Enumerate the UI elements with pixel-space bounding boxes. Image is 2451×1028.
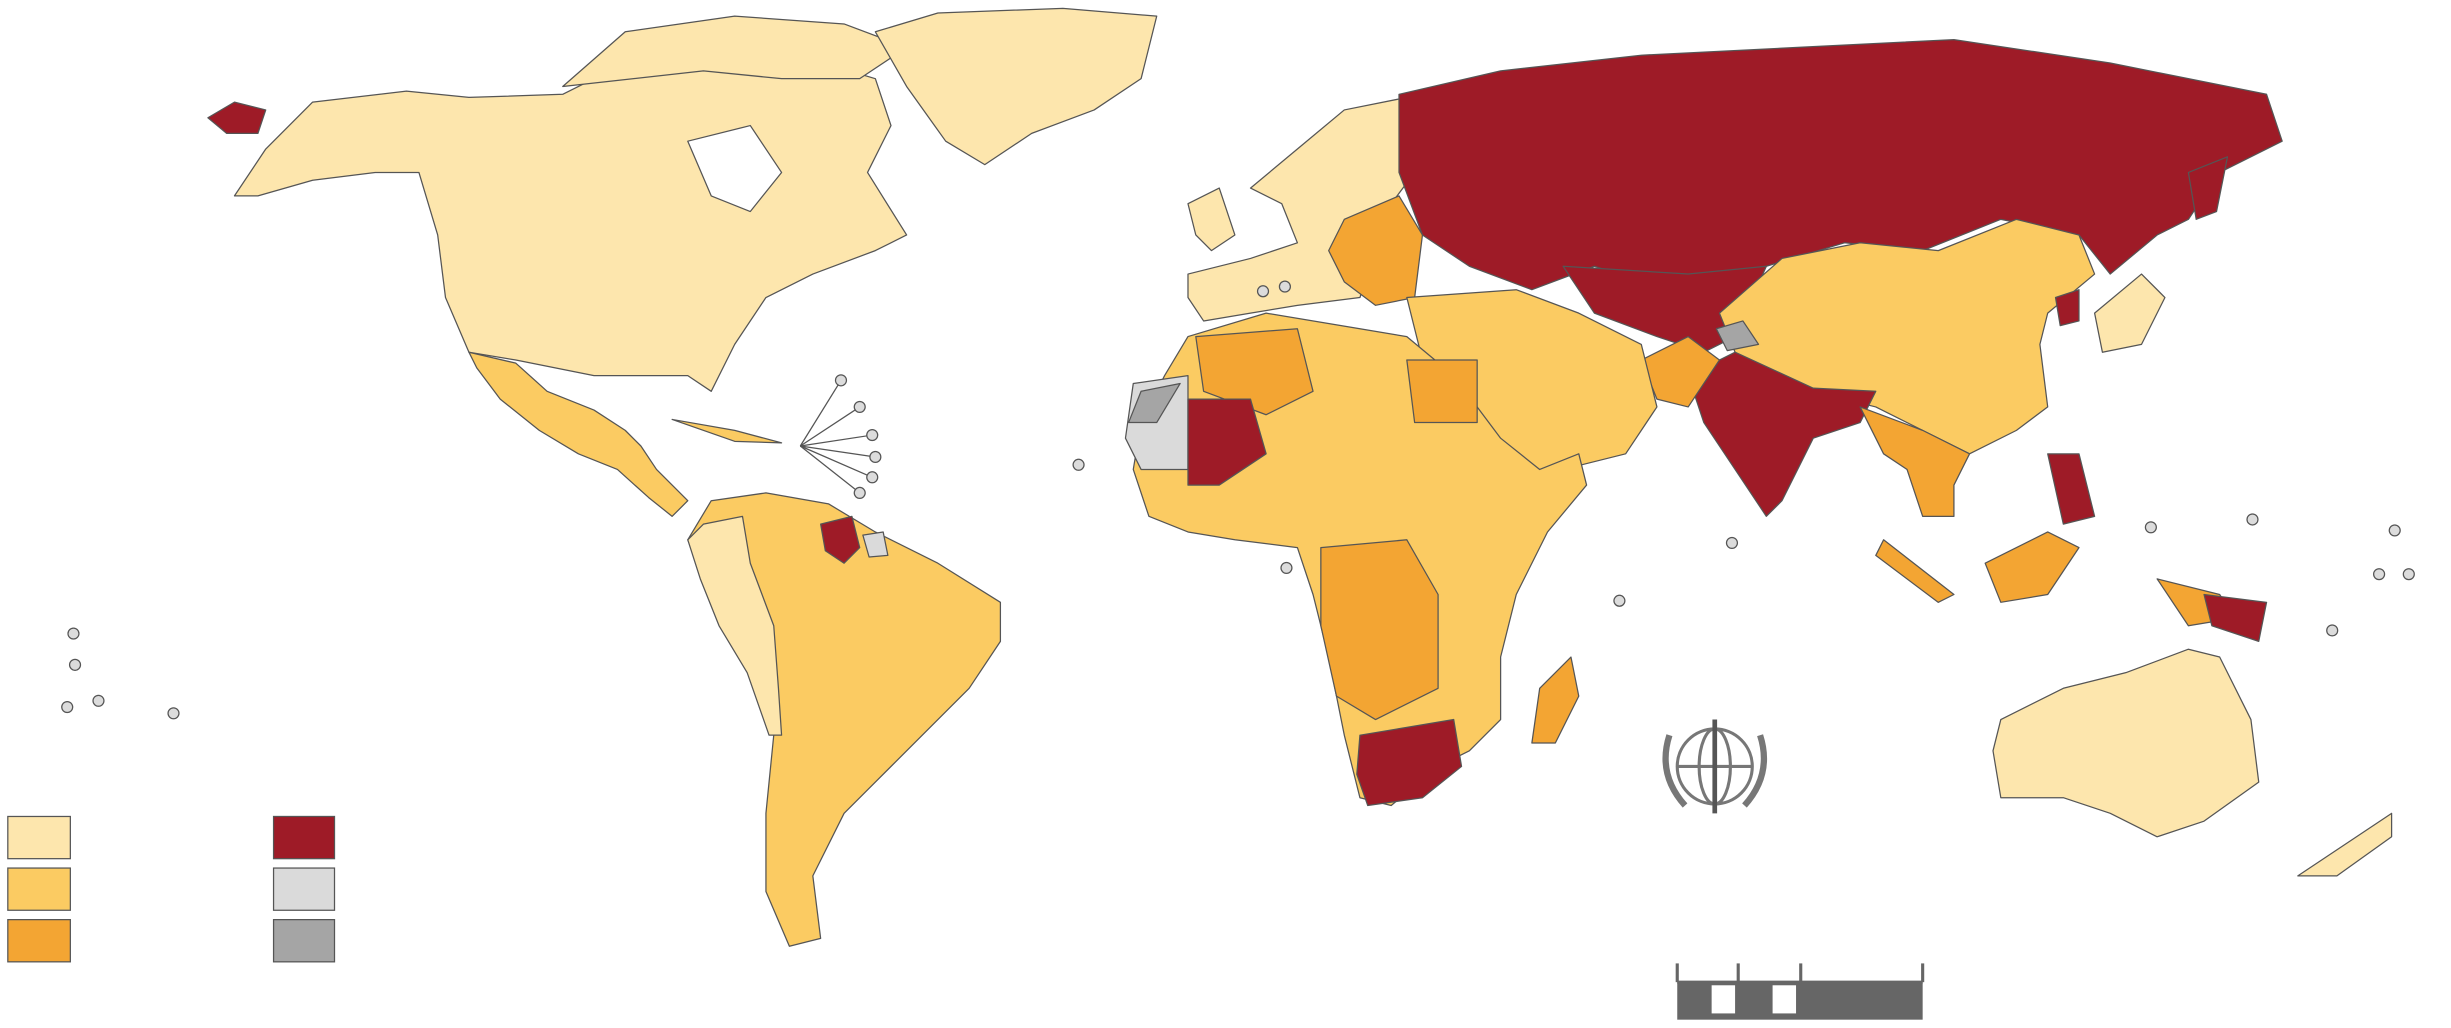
island bbox=[1072, 458, 1085, 471]
island bbox=[1725, 536, 1739, 550]
region bbox=[2054, 289, 2080, 327]
region bbox=[862, 531, 889, 558]
region bbox=[468, 351, 689, 517]
island bbox=[853, 486, 866, 499]
leader-line bbox=[800, 445, 876, 458]
countries bbox=[207, 7, 2393, 947]
region bbox=[820, 515, 861, 564]
island bbox=[167, 707, 180, 720]
region bbox=[207, 101, 267, 135]
leader-line bbox=[799, 380, 842, 447]
island bbox=[853, 400, 866, 414]
region bbox=[1875, 539, 1955, 603]
scale-bar-segment bbox=[1772, 985, 1797, 1014]
island bbox=[866, 471, 879, 484]
island bbox=[1280, 561, 1293, 575]
region bbox=[687, 515, 783, 736]
island bbox=[2326, 624, 2339, 637]
region bbox=[2297, 812, 2393, 877]
region bbox=[1715, 320, 1760, 352]
island bbox=[2372, 568, 2386, 581]
region bbox=[2203, 593, 2268, 643]
region bbox=[1127, 382, 1181, 424]
scale-bar-segment bbox=[1711, 985, 1736, 1014]
island bbox=[2388, 524, 2401, 537]
island bbox=[67, 627, 80, 640]
legend-swatch bbox=[7, 919, 71, 963]
region bbox=[874, 7, 1158, 166]
region bbox=[1320, 539, 1439, 721]
leader-lines bbox=[799, 380, 876, 494]
hudson-bay bbox=[687, 124, 783, 213]
island bbox=[834, 374, 848, 387]
region bbox=[671, 418, 783, 444]
leader-line bbox=[799, 406, 861, 447]
island bbox=[2144, 521, 2157, 534]
legend-swatch bbox=[7, 815, 71, 860]
island bbox=[1256, 285, 1270, 298]
leader-line bbox=[799, 445, 861, 494]
region bbox=[2047, 453, 2096, 525]
region bbox=[1562, 265, 1767, 353]
legend bbox=[7, 815, 336, 963]
legend-swatch bbox=[272, 867, 336, 911]
island bbox=[2246, 513, 2259, 526]
small-states bbox=[61, 280, 2415, 720]
region bbox=[233, 54, 908, 392]
region bbox=[1187, 187, 1236, 252]
region bbox=[1640, 335, 1721, 408]
legend-swatch bbox=[272, 815, 336, 860]
region bbox=[1531, 656, 1580, 744]
island bbox=[61, 700, 74, 714]
region bbox=[2187, 156, 2229, 220]
island bbox=[92, 694, 105, 707]
region bbox=[1687, 351, 1877, 517]
region bbox=[1187, 398, 1267, 486]
region bbox=[1356, 718, 1463, 807]
island bbox=[2402, 568, 2415, 581]
region bbox=[1328, 195, 1424, 306]
region bbox=[1406, 359, 1478, 424]
leader-line bbox=[800, 445, 873, 478]
leader-line bbox=[800, 434, 873, 447]
region bbox=[1195, 328, 1314, 416]
island bbox=[1278, 280, 1291, 293]
region bbox=[1992, 648, 2260, 838]
who-logo bbox=[1662, 719, 1768, 814]
legend-swatch bbox=[7, 867, 71, 911]
island bbox=[869, 450, 882, 464]
island bbox=[68, 658, 82, 671]
island bbox=[1613, 594, 1626, 607]
region bbox=[1984, 531, 2080, 603]
region bbox=[2093, 273, 2166, 353]
legend-swatch bbox=[272, 919, 336, 963]
region bbox=[1859, 406, 1971, 517]
logo-wreath bbox=[1662, 734, 1768, 808]
island bbox=[866, 428, 879, 442]
scale-bar bbox=[1675, 963, 1925, 1020]
